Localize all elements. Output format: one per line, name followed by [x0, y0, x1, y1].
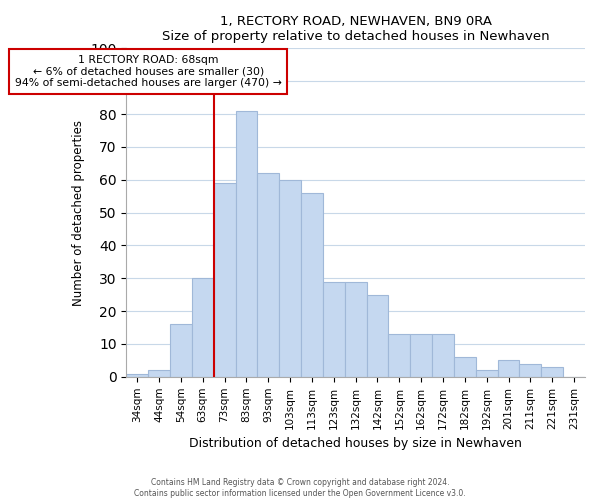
Bar — [279, 180, 301, 377]
Bar — [410, 334, 432, 377]
Bar — [126, 374, 148, 377]
Bar — [170, 324, 192, 377]
Bar — [301, 193, 323, 377]
Bar — [432, 334, 454, 377]
Bar — [497, 360, 520, 377]
Bar — [476, 370, 497, 377]
Bar — [192, 278, 214, 377]
Y-axis label: Number of detached properties: Number of detached properties — [71, 120, 85, 306]
Bar — [345, 282, 367, 377]
Bar — [257, 173, 279, 377]
Bar — [454, 357, 476, 377]
Bar — [323, 282, 345, 377]
X-axis label: Distribution of detached houses by size in Newhaven: Distribution of detached houses by size … — [189, 437, 522, 450]
Bar — [367, 294, 388, 377]
Bar — [520, 364, 541, 377]
Title: 1, RECTORY ROAD, NEWHAVEN, BN9 0RA
Size of property relative to detached houses : 1, RECTORY ROAD, NEWHAVEN, BN9 0RA Size … — [162, 15, 550, 43]
Bar — [541, 367, 563, 377]
Text: 1 RECTORY ROAD: 68sqm
← 6% of detached houses are smaller (30)
94% of semi-detac: 1 RECTORY ROAD: 68sqm ← 6% of detached h… — [15, 55, 281, 88]
Bar — [236, 110, 257, 377]
Bar — [214, 183, 236, 377]
Text: Contains HM Land Registry data © Crown copyright and database right 2024.
Contai: Contains HM Land Registry data © Crown c… — [134, 478, 466, 498]
Bar — [148, 370, 170, 377]
Bar — [388, 334, 410, 377]
